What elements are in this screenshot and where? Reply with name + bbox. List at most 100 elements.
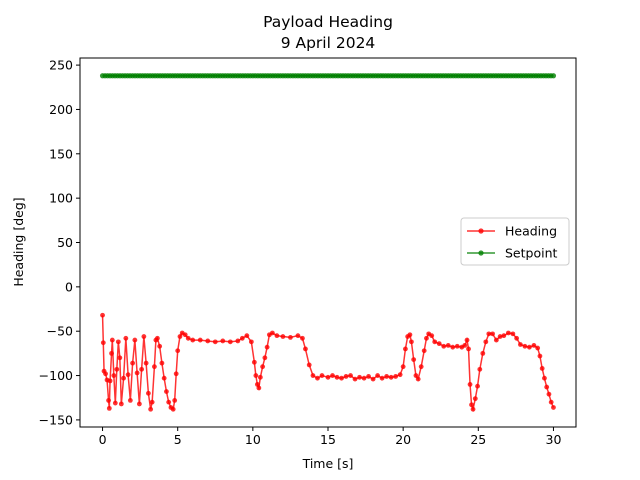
heading-point bbox=[107, 378, 113, 384]
heading-point bbox=[280, 334, 286, 339]
heading-point bbox=[164, 389, 169, 394]
heading-point bbox=[366, 374, 371, 379]
y-tick-label: 100 bbox=[49, 191, 73, 206]
y-tick-label: −150 bbox=[39, 412, 73, 427]
heading-point bbox=[149, 399, 155, 405]
heading-point bbox=[172, 397, 178, 403]
heading-point bbox=[295, 333, 301, 339]
heading-point bbox=[288, 335, 293, 340]
heading-point bbox=[421, 348, 427, 354]
heading-point bbox=[441, 343, 447, 349]
heading-point bbox=[182, 332, 188, 338]
heading-point bbox=[244, 333, 250, 339]
heading-point bbox=[548, 399, 554, 405]
heading-point bbox=[432, 339, 438, 345]
heading-point bbox=[403, 346, 408, 352]
heading-point bbox=[527, 344, 532, 350]
heading-point bbox=[388, 374, 394, 380]
heading-point bbox=[100, 312, 105, 318]
heading-point bbox=[348, 373, 353, 378]
heading-point bbox=[467, 382, 473, 387]
heading-point bbox=[375, 373, 380, 378]
heading-point bbox=[109, 337, 115, 343]
plot-area bbox=[99, 73, 557, 413]
heading-point bbox=[384, 374, 390, 379]
heading-point bbox=[100, 340, 106, 346]
heading-point bbox=[370, 376, 376, 382]
heading-point bbox=[161, 375, 167, 381]
heading-point bbox=[505, 330, 511, 336]
heading-point bbox=[227, 339, 233, 345]
heading-point bbox=[205, 338, 211, 344]
heading-point bbox=[379, 375, 385, 381]
heading-point bbox=[111, 373, 117, 378]
heading-point bbox=[436, 341, 442, 347]
heading-point bbox=[260, 364, 266, 370]
heading-point bbox=[166, 399, 172, 405]
x-tick-label: 25 bbox=[470, 432, 486, 447]
heading-point bbox=[413, 373, 419, 378]
heading-point bbox=[106, 397, 111, 403]
heading-point bbox=[269, 330, 275, 336]
heading-point bbox=[264, 344, 270, 350]
heading-point bbox=[220, 338, 226, 344]
x-tick-label: 15 bbox=[320, 432, 336, 447]
heading-point bbox=[157, 343, 163, 349]
heading-point bbox=[334, 374, 340, 380]
x-axis-label: Time [s] bbox=[302, 456, 354, 471]
heading-point bbox=[185, 335, 191, 341]
heading-point bbox=[159, 360, 165, 366]
heading-point bbox=[411, 357, 417, 362]
heading-point bbox=[493, 337, 499, 343]
heading-point bbox=[475, 383, 480, 389]
legend-setpoint-marker bbox=[478, 250, 484, 256]
y-tick-label: 0 bbox=[65, 279, 73, 294]
heading-point bbox=[130, 360, 136, 366]
heading-point bbox=[429, 333, 435, 339]
heading-point bbox=[531, 342, 537, 348]
heading-point bbox=[409, 339, 414, 345]
x-tick-label: 20 bbox=[395, 432, 411, 447]
y-tick-label: 50 bbox=[57, 235, 73, 250]
heading-point bbox=[177, 334, 183, 339]
heading-point bbox=[251, 359, 257, 365]
heading-point bbox=[173, 371, 179, 377]
heading-point bbox=[544, 384, 550, 390]
heading-point bbox=[175, 348, 181, 354]
x-tick-label: 5 bbox=[174, 432, 182, 447]
heading-point bbox=[118, 401, 124, 407]
heading-point bbox=[155, 335, 160, 341]
legend-heading-label: Heading bbox=[505, 224, 557, 239]
y-tick-label: −100 bbox=[39, 368, 73, 383]
heading-point bbox=[450, 344, 456, 350]
heading-point bbox=[127, 397, 133, 403]
heading-point bbox=[123, 335, 129, 341]
y-tick-label: 250 bbox=[49, 58, 73, 73]
heading-point bbox=[415, 376, 421, 382]
heading-point bbox=[514, 335, 520, 341]
heading-point bbox=[253, 373, 259, 378]
y-tick-label: 200 bbox=[49, 102, 73, 117]
heading-point bbox=[330, 373, 335, 378]
heading-point bbox=[145, 390, 151, 396]
heading-point bbox=[400, 364, 406, 370]
heading-point bbox=[418, 364, 424, 370]
heading-point bbox=[112, 400, 118, 406]
heading-point bbox=[470, 406, 476, 412]
heading-point bbox=[134, 370, 140, 376]
heading-point bbox=[170, 406, 176, 412]
heading-point bbox=[115, 339, 121, 345]
heading-point bbox=[306, 362, 312, 368]
heading-series bbox=[100, 312, 556, 413]
heading-point bbox=[501, 333, 507, 339]
legend: Heading Setpoint bbox=[460, 217, 570, 266]
axes: 0 5 10 15 20 25 30 −150 −100 −50 0 50 100 150 200 250 bbox=[39, 57, 577, 447]
heading-point bbox=[143, 360, 149, 366]
heading-point bbox=[483, 339, 489, 345]
heading-point bbox=[310, 373, 316, 378]
heading-point bbox=[274, 333, 280, 339]
heading-point bbox=[537, 353, 543, 359]
heading-point bbox=[361, 375, 367, 381]
heading-point bbox=[546, 391, 552, 397]
